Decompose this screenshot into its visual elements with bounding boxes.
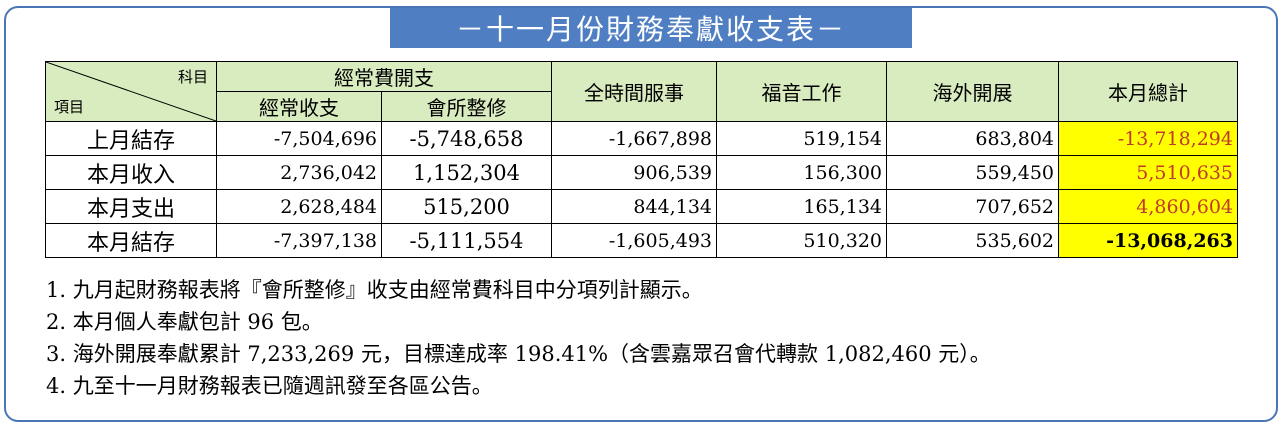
cell-value: 2,628,484: [216, 189, 382, 224]
cell-value: 510,320: [716, 223, 887, 258]
report-title: －十一月份財務奉獻收支表－: [390, 8, 912, 48]
table-row: 本月收入 2,736,042 1,152,304 906,539 156,300…: [45, 155, 1238, 190]
cell-value: 844,134: [551, 189, 717, 224]
diagonal-line: [46, 62, 216, 121]
cell-value: 683,804: [886, 121, 1059, 156]
table-row: 本月結存 -7,397,138 -5,111,554 -1,605,493 51…: [45, 223, 1238, 258]
row-label: 本月結存: [45, 223, 217, 258]
corner-bottom-label: 項目: [54, 98, 85, 116]
row-label: 本月支出: [45, 189, 217, 224]
cell-value: -5,111,554: [381, 223, 552, 258]
col-header-fulltime: 全時間服事: [551, 61, 717, 122]
total-cell: -13,718,294: [1058, 121, 1238, 156]
col-header-renovation: 會所整修: [381, 91, 552, 122]
total-cell: 4,860,604: [1058, 189, 1238, 224]
col-header-regular: 經常收支: [216, 91, 382, 122]
finance-table: 科目 項目 經常費開支 全時間服事 福音工作 海外開展 本月總計 經常收支 會所…: [45, 61, 1238, 258]
col-header-total: 本月總計: [1058, 61, 1238, 122]
notes-list: 1. 九月起財務報表將『會所整修』收支由經常費科目中分項列計顯示。 2. 本月個…: [46, 274, 1276, 402]
cell-value: 535,602: [886, 223, 1059, 258]
row-label: 本月收入: [45, 155, 217, 190]
cell-value: 559,450: [886, 155, 1059, 190]
cell-value: 519,154: [716, 121, 887, 156]
cell-value: 165,134: [716, 189, 887, 224]
col-header-overseas: 海外開展: [886, 61, 1059, 122]
note-item: 3. 海外開展奉獻累計 7,233,269 元，目標達成率 198.41%（含雲…: [46, 342, 991, 366]
cell-value: -7,397,138: [216, 223, 382, 258]
cell-value: 1,152,304: [381, 155, 552, 190]
total-cell: -13,068,263: [1058, 223, 1238, 258]
cell-value: 515,200: [381, 189, 552, 224]
cell-value: -1,667,898: [551, 121, 717, 156]
cell-value: 906,539: [551, 155, 717, 190]
cell-value: -7,504,696: [216, 121, 382, 156]
group-header: 經常費開支: [216, 61, 552, 92]
cell-value: -5,748,658: [381, 121, 552, 156]
note-item: 1. 九月起財務報表將『會所整修』收支由經常費科目中分項列計顯示。: [46, 278, 703, 302]
corner-top-label: 科目: [177, 68, 208, 86]
total-cell: 5,510,635: [1058, 155, 1238, 190]
note-item: 2. 本月個人奉獻包計 96 包。: [46, 310, 323, 334]
cell-value: 707,652: [886, 189, 1059, 224]
table-row: 上月結存 -7,504,696 -5,748,658 -1,667,898 51…: [45, 121, 1238, 156]
cell-value: 156,300: [716, 155, 887, 190]
note-item: 4. 九至十一月財務報表已隨週訊發至各區公告。: [46, 374, 493, 398]
cell-value: -1,605,493: [551, 223, 717, 258]
col-header-gospel: 福音工作: [716, 61, 887, 122]
corner-header: 科目 項目: [45, 61, 217, 122]
cell-value: 2,736,042: [216, 155, 382, 190]
table-row: 本月支出 2,628,484 515,200 844,134 165,134 7…: [45, 189, 1238, 224]
row-label: 上月結存: [45, 121, 217, 156]
